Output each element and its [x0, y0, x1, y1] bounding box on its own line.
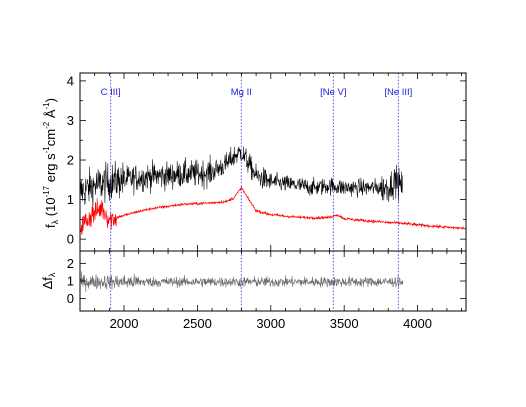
top-y-tick-label: 0 — [67, 232, 74, 247]
bottom-y-tick-label: 2 — [67, 256, 74, 271]
top-y-tick-label: 4 — [67, 73, 74, 88]
line-label-ne-v: [Ne V] — [320, 87, 346, 98]
series-red-spectrum — [79, 186, 467, 235]
top-y-tick-label: 2 — [67, 153, 74, 168]
x-tick-label: 3000 — [256, 316, 285, 331]
top-panel-frame — [79, 72, 467, 252]
x-tick-label: 4000 — [403, 316, 432, 331]
emission-line-labels: C III] Mg II [Ne V] [Ne III] — [101, 87, 413, 98]
top-panel: 0 1 2 3 4 — [67, 72, 467, 252]
bottom-y-axis-title: Δfλ — [40, 272, 57, 289]
x-tick-label: 2000 — [110, 316, 139, 331]
x-tick-label: 3500 — [330, 316, 359, 331]
top-y-axis-title: fλ (10-17 erg s-1cm-2 Å-1) — [42, 98, 60, 228]
line-label-ne-iii: [Ne III] — [384, 87, 412, 98]
top-y-tick-label: 1 — [67, 192, 74, 207]
line-label-c-iii: C III] — [101, 87, 121, 98]
line-label-mg-ii: Mg II — [231, 87, 252, 98]
bottom-y-tick-label: 1 — [67, 274, 74, 289]
top-y-tick-label: 3 — [67, 113, 74, 128]
x-tick-label: 2500 — [183, 316, 212, 331]
bottom-y-tick-label: 0 — [67, 291, 74, 306]
series-black-spectrum — [79, 146, 404, 211]
bottom-panel: 0 1 2 2000 2500 3000 3500 4000 — [67, 250, 467, 331]
